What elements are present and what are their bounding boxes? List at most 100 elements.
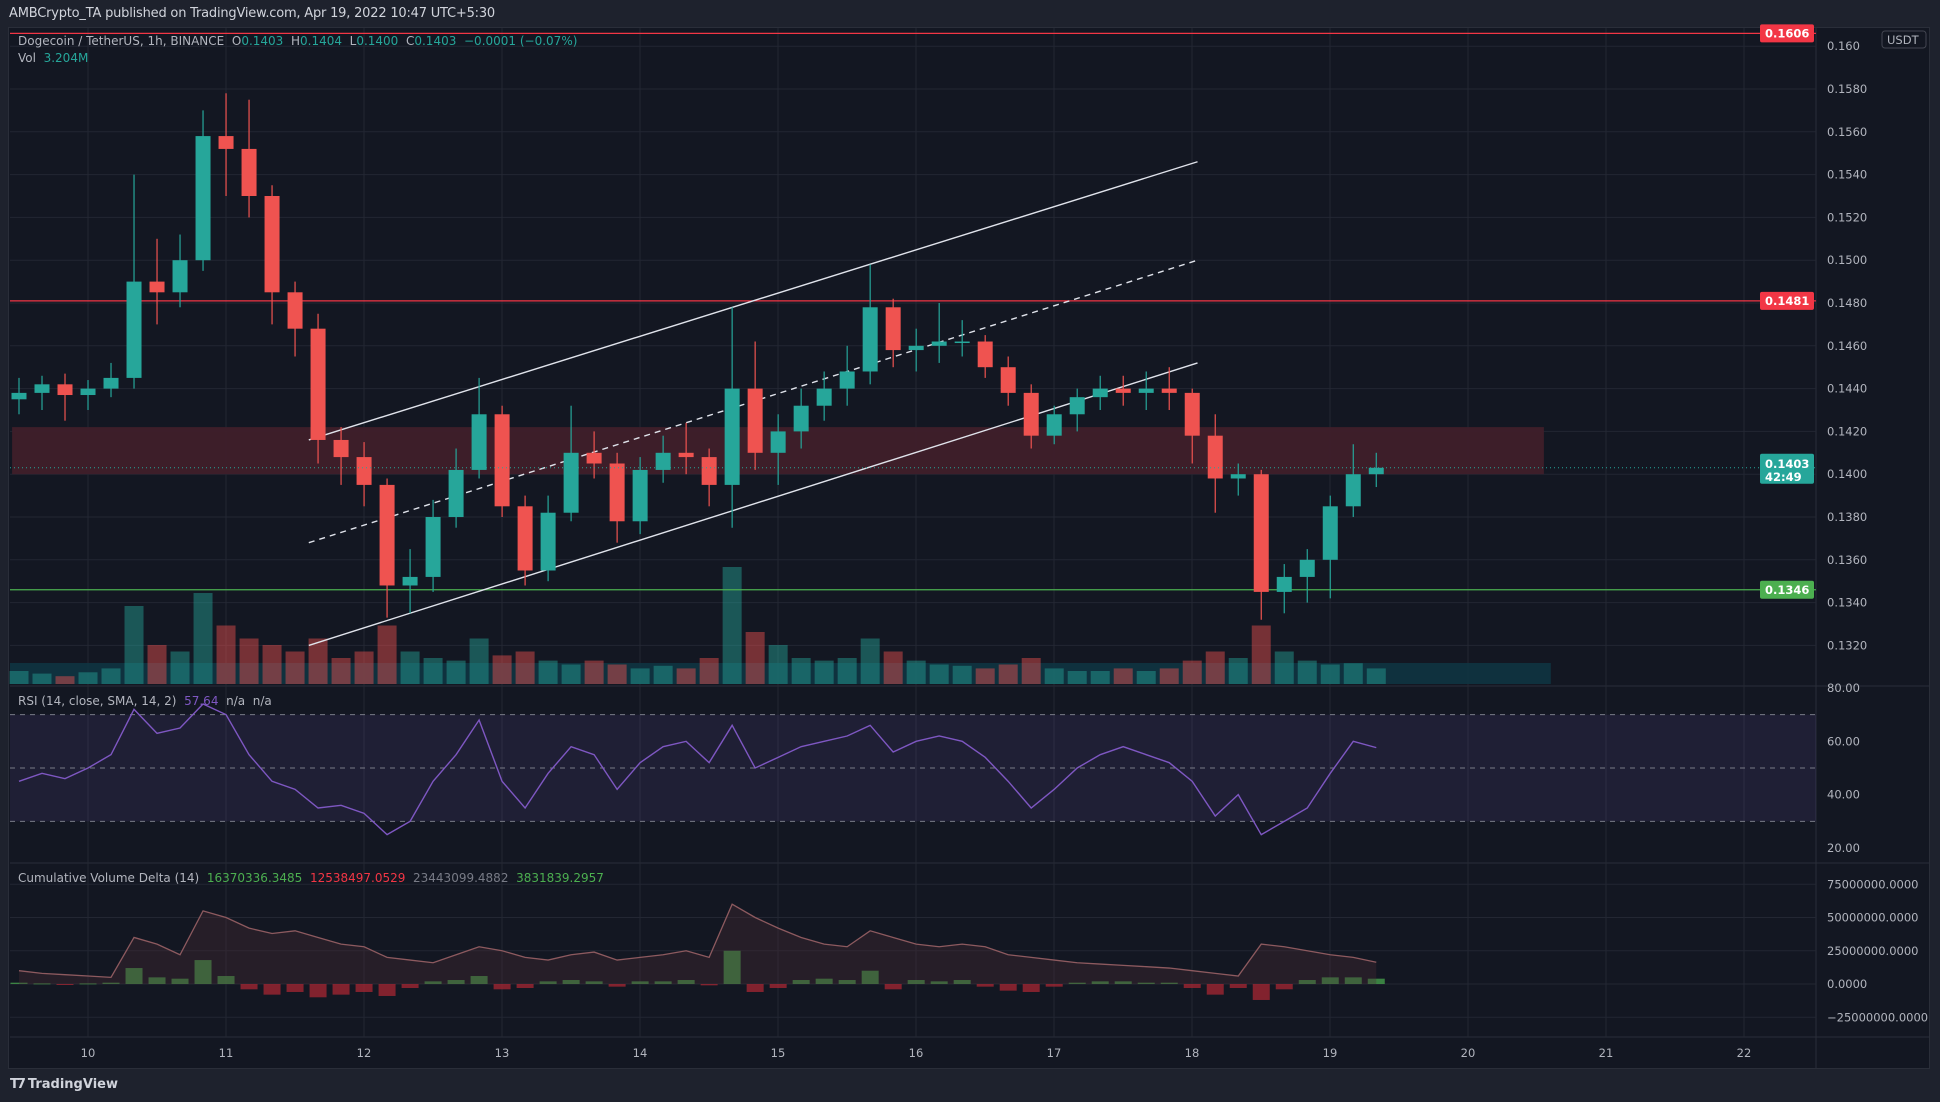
time-axis-label: 20 xyxy=(1461,1046,1476,1060)
candle-body xyxy=(862,307,878,372)
cvd-value-3: 23443099.4882 xyxy=(413,871,509,885)
volume-bar xyxy=(1136,671,1156,684)
cvd-value-4: 3831839.2957 xyxy=(516,871,604,885)
volume-band xyxy=(10,663,1551,684)
candle-body xyxy=(1299,559,1315,577)
volume-bar xyxy=(814,660,834,684)
volume-bar xyxy=(1090,671,1110,684)
cvd-delta-bar xyxy=(1137,982,1155,984)
time-axis-label: 10 xyxy=(81,1046,96,1060)
volume-bar xyxy=(906,660,926,684)
candle-body xyxy=(540,512,556,571)
candle-body xyxy=(816,388,832,406)
rsi-na-2: n/a xyxy=(252,694,272,708)
close-value: 0.1403 xyxy=(414,34,457,48)
volume-bar xyxy=(285,651,305,684)
candle-body xyxy=(126,281,142,378)
price-axis-label: 0.1460 xyxy=(1827,339,1867,353)
candle-body xyxy=(425,517,441,577)
volume-bar xyxy=(791,658,811,684)
price-axis-label: 0.1320 xyxy=(1827,638,1867,652)
cvd-delta-bar xyxy=(217,976,235,984)
rsi-axis-label: 60.00 xyxy=(1827,734,1860,748)
volume-bar xyxy=(262,645,282,684)
price-axis-label: 0.1540 xyxy=(1827,168,1867,182)
volume-bar xyxy=(676,668,696,684)
cvd-delta-bar xyxy=(493,984,511,990)
volume-bar xyxy=(354,651,374,684)
candle-body xyxy=(632,469,648,522)
countdown-text: 42:49 xyxy=(1765,470,1802,484)
candle-body xyxy=(494,414,510,507)
cvd-area xyxy=(19,904,1377,984)
cvd-delta-bar xyxy=(102,982,120,984)
cvd-value-1: 16370336.3485 xyxy=(206,871,303,885)
close-label: C xyxy=(405,34,415,48)
price-line-badge xyxy=(1760,291,1814,310)
cvd-delta-bar xyxy=(378,984,396,996)
currency-badge xyxy=(1881,30,1927,49)
price-axis-label: 0.1380 xyxy=(1827,510,1867,524)
volume-bar xyxy=(1251,625,1271,684)
volume-bar xyxy=(1067,671,1087,684)
time-axis-label: 21 xyxy=(1599,1046,1614,1060)
volume-bar xyxy=(837,658,857,684)
volume-bar xyxy=(331,658,351,684)
axes: 10 11 12 13 14 15 16 17 18 19 20 21 22 0.1320 0.1340 0.… xyxy=(10,24,1928,1060)
rsi-title: RSI (14, close, SMA, 14, 2) xyxy=(18,694,177,708)
cvd-axis-label: 50000000.0000 xyxy=(1827,911,1918,925)
price-axis-label: 0.1360 xyxy=(1827,553,1867,567)
volume-bar xyxy=(1159,668,1179,684)
volume-legend: Vol 3.204M xyxy=(18,51,88,65)
candle-body xyxy=(287,292,303,329)
cvd-delta-bar xyxy=(746,984,764,992)
cvd-delta-bar xyxy=(1091,981,1109,984)
cvd-delta-bar xyxy=(470,976,488,984)
publisher-line: AMBCrypto_TA published on TradingView.co… xyxy=(9,6,495,21)
cvd-axis-label: −25000000.0000 xyxy=(1827,1010,1928,1024)
candle-body xyxy=(448,469,464,517)
volume-bar xyxy=(515,651,535,684)
candle-body xyxy=(1069,397,1085,415)
cvd-pane xyxy=(10,883,1816,1018)
cvd-delta-bar xyxy=(263,984,281,995)
cvd-delta-bar xyxy=(79,983,97,985)
candle-body xyxy=(1253,474,1269,592)
cvd-delta-bar xyxy=(769,984,787,988)
candle-body xyxy=(379,484,395,586)
volume-bar xyxy=(1366,668,1386,684)
volume-bar xyxy=(1205,651,1225,684)
rsi-legend: RSI (14, close, SMA, 14, 2) 57.64 n/a n/… xyxy=(18,694,272,708)
price-line-badge xyxy=(1760,24,1814,43)
tradingview-footer[interactable]: T7 TradingView xyxy=(10,1077,118,1092)
cvd-delta-bar xyxy=(355,984,373,992)
candle-body xyxy=(793,405,809,432)
chart-frame[interactable] xyxy=(8,27,1930,1069)
cvd-delta-bar xyxy=(1160,982,1178,984)
cvd-delta-bar xyxy=(1206,984,1224,995)
price-axis-label: 0.160 xyxy=(1827,39,1860,53)
cvd-delta-bar xyxy=(723,950,741,984)
volume-bar xyxy=(124,606,144,684)
cvd-delta-bar xyxy=(631,981,649,984)
cvd-delta-bar xyxy=(792,980,810,984)
price-axis-label: 0.1400 xyxy=(1827,467,1867,481)
rsi-na-1: n/a xyxy=(226,694,246,708)
cvd-delta-bar xyxy=(1252,984,1270,1000)
volume-bar xyxy=(400,651,420,684)
cvd-delta-bar xyxy=(562,980,580,984)
candle-body xyxy=(1000,367,1016,393)
candle-body xyxy=(1115,388,1131,393)
price-axis-label: 0.1480 xyxy=(1827,296,1867,310)
cvd-delta-bar xyxy=(677,980,695,984)
candle-body xyxy=(1184,392,1200,436)
candle-body xyxy=(1161,388,1177,393)
price-axis-label: 0.1500 xyxy=(1827,253,1867,267)
time-axis-label: 12 xyxy=(357,1046,372,1060)
candle-body xyxy=(1368,467,1384,475)
rsi-line xyxy=(18,703,1377,836)
candle-body xyxy=(563,452,579,513)
candle-body xyxy=(11,392,27,400)
volume-bar xyxy=(722,567,742,684)
